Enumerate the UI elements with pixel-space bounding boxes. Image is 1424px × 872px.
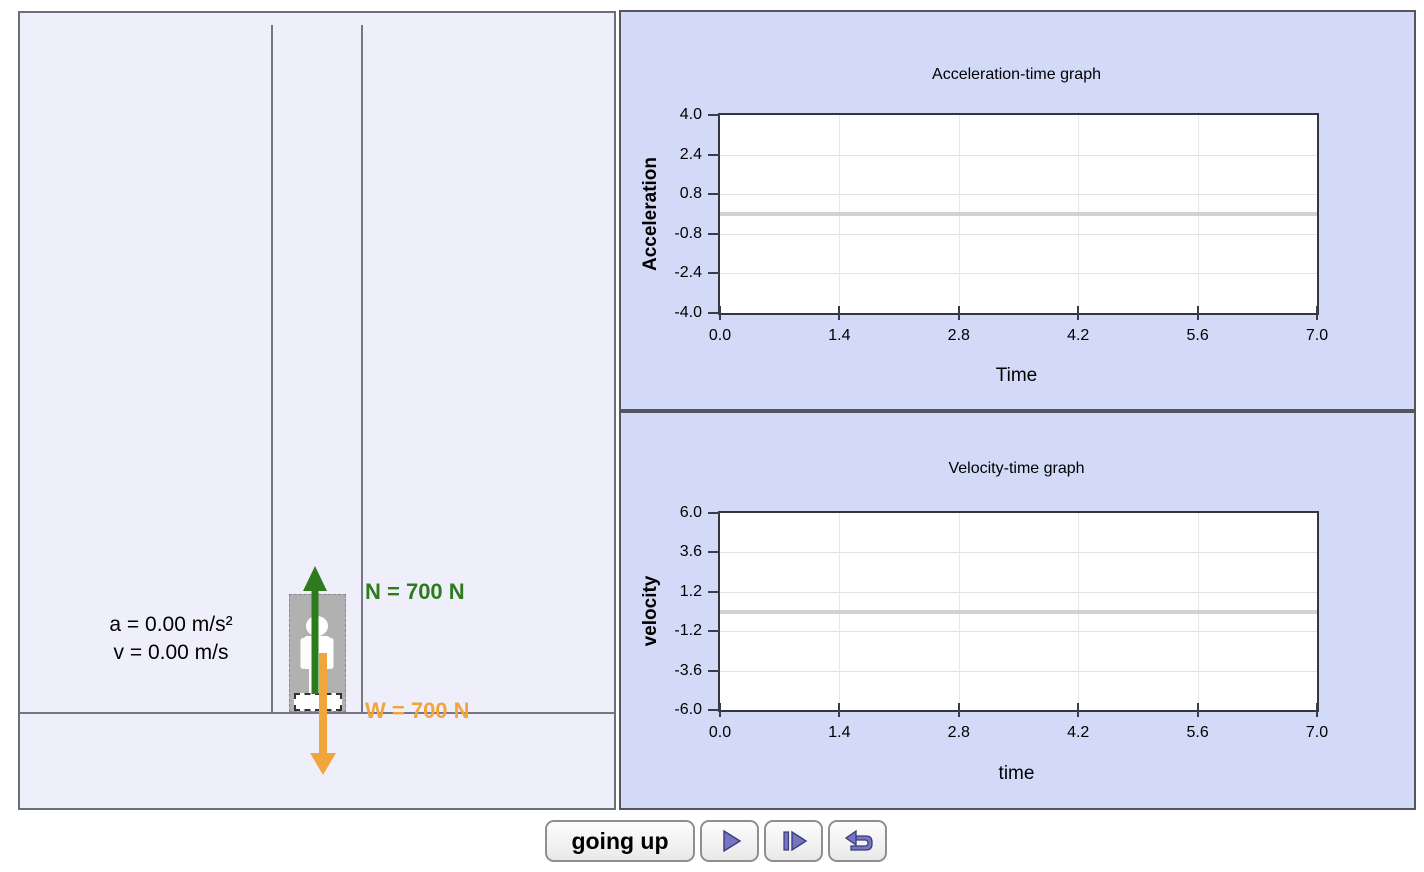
chart-title: Acceleration-time graph [932, 66, 1101, 83]
y-tick-mark [708, 232, 720, 235]
x-tick-label: 1.4 [828, 724, 851, 741]
y-tick-label: 2.4 [679, 145, 702, 163]
y-tick-mark [708, 590, 720, 593]
y-tick-mark [708, 114, 720, 116]
x-axis-label: Time [995, 365, 1038, 386]
x-tick-mark [1196, 306, 1199, 320]
y-tick-label: 1.2 [679, 582, 702, 600]
play-button[interactable] [700, 820, 759, 862]
gridline [720, 154, 1317, 156]
y-tick-label: 4.0 [679, 106, 702, 123]
gridline [720, 273, 1317, 275]
series-line-acceleration [720, 212, 1317, 216]
y-tick-label: -4.0 [674, 304, 702, 321]
x-tick-mark [719, 703, 721, 717]
y-tick-mark [708, 630, 720, 633]
x-tick-label: 4.2 [1067, 724, 1090, 741]
x-tick-mark [1077, 703, 1080, 717]
x-tick-mark [1316, 703, 1318, 717]
y-tick-label: 6.0 [679, 504, 702, 521]
series-line-velocity [720, 609, 1317, 614]
velocity-graph-panel: Velocity-time graph velocity time 6.0 3.6… [619, 411, 1416, 810]
y-tick-mark [708, 312, 720, 314]
x-tick-mark [1077, 306, 1080, 320]
x-tick-mark [957, 703, 960, 717]
gridline [720, 670, 1317, 672]
weight-force-label: W = 700 N [365, 698, 470, 723]
y-tick-label: -1.2 [674, 622, 702, 640]
gridline [720, 591, 1317, 593]
play-icon [722, 829, 741, 853]
x-tick-label: 5.6 [1186, 327, 1209, 344]
x-tick-label: 0.0 [708, 724, 732, 741]
x-tick-mark [719, 306, 721, 320]
x-tick-label: 5.6 [1186, 724, 1209, 741]
gridline [720, 552, 1317, 554]
y-tick-mark [708, 153, 720, 156]
y-tick-label: -6.0 [674, 701, 702, 718]
reset-button[interactable] [828, 820, 887, 862]
x-tick-mark [838, 703, 841, 717]
chart-title: Velocity-time graph [948, 460, 1085, 477]
step-forward-icon [782, 830, 807, 852]
x-tick-label: 2.8 [947, 327, 970, 344]
floor-line [20, 712, 614, 714]
acceleration-graph-panel: Acceleration-time graph Acceleration Tim… [619, 10, 1416, 411]
x-tick-label: 7.0 [1305, 724, 1329, 741]
going-up-button[interactable]: going up [545, 820, 695, 862]
y-tick-mark [708, 551, 720, 554]
x-tick-mark [1316, 306, 1318, 320]
gridline [720, 233, 1317, 235]
y-tick-mark [708, 272, 720, 275]
elevator-shaft-left-wall [271, 25, 273, 712]
readout: a = 0.00 m/s² v = 0.00 m/s [68, 611, 274, 667]
y-tick-label: 3.6 [679, 543, 702, 561]
y-tick-mark [708, 709, 720, 711]
y-axis-label: Acceleration [640, 156, 661, 272]
simulation-panel: a = 0.00 m/s² v = 0.00 m/s N = 700 N W =… [18, 11, 616, 810]
y-tick-label: 0.8 [679, 185, 702, 203]
y-tick-mark [708, 669, 720, 672]
velocity-readout: v = 0.00 m/s [113, 641, 229, 664]
x-tick-label: 2.8 [947, 724, 970, 741]
step-forward-button[interactable] [764, 820, 823, 862]
acceleration-readout: a = 0.00 m/s² [109, 613, 233, 636]
normal-force-label: N = 700 N [365, 579, 465, 604]
y-tick-label: -3.6 [674, 661, 702, 679]
y-tick-mark [708, 512, 720, 514]
control-bar: going up [545, 820, 887, 862]
x-tick-mark [957, 306, 960, 320]
x-tick-label: 1.4 [828, 327, 851, 344]
x-tick-label: 0.0 [708, 327, 732, 344]
x-tick-mark [838, 306, 841, 320]
gridline [720, 194, 1317, 196]
x-axis-label: time [998, 763, 1035, 784]
x-tick-mark [1196, 703, 1199, 717]
y-tick-mark [708, 193, 720, 196]
plot-area [718, 113, 1319, 315]
x-tick-label: 7.0 [1305, 327, 1329, 344]
gridline [720, 631, 1317, 633]
y-tick-label: -0.8 [674, 224, 702, 242]
scale-platform [294, 693, 342, 711]
elevator-shaft-right-wall [361, 25, 363, 712]
x-tick-label: 4.2 [1067, 327, 1090, 344]
plot-area [718, 511, 1319, 712]
y-tick-label: -2.4 [674, 264, 702, 282]
undo-icon [844, 829, 873, 851]
